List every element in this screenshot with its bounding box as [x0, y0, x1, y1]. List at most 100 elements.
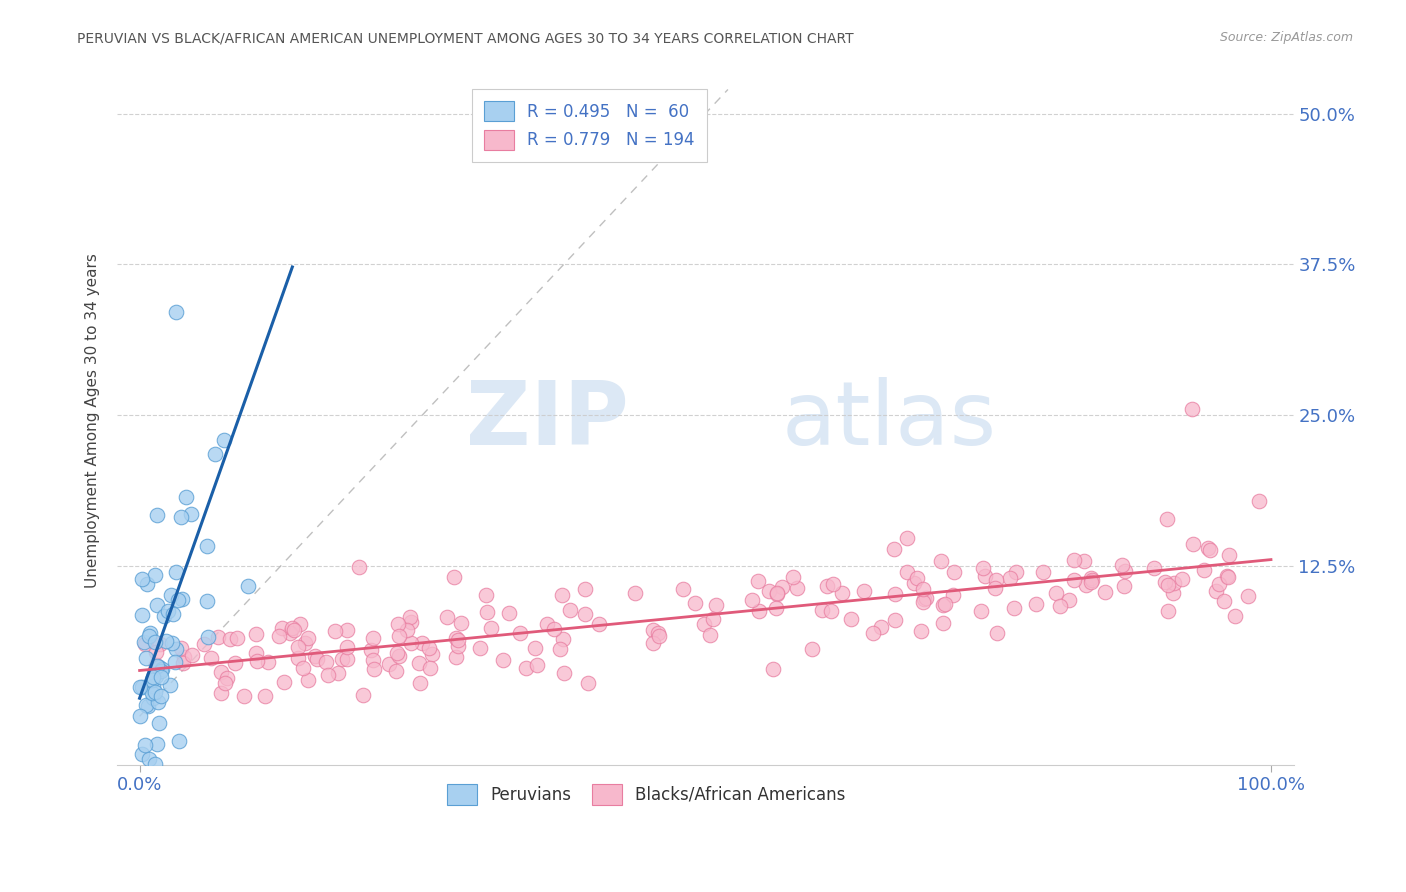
Point [132, 634, 155, 648]
Point [1216, 569, 1239, 583]
Point [146, 508, 169, 522]
Point [588, 617, 610, 632]
Point [1163, 576, 1185, 591]
Point [543, 623, 565, 637]
Point [143, 685, 166, 699]
Point [903, 576, 925, 591]
Point [801, 641, 824, 656]
Text: atlas: atlas [782, 377, 997, 465]
Point [162, 607, 184, 621]
Point [173, 650, 195, 665]
Point [287, 650, 309, 665]
Point [335, 651, 357, 665]
Point [315, 655, 337, 669]
Point [138, 752, 160, 766]
Point [224, 656, 246, 670]
Point [914, 591, 936, 605]
Point [1157, 577, 1180, 591]
Point [273, 674, 295, 689]
Point [1192, 563, 1215, 577]
Point [378, 657, 401, 672]
Point [548, 641, 571, 656]
Point [408, 657, 430, 671]
Point [215, 671, 238, 685]
Point [165, 642, 187, 657]
Point [297, 631, 319, 645]
Point [226, 632, 249, 646]
Point [385, 646, 408, 660]
Point [553, 665, 575, 680]
Point [388, 629, 411, 643]
Point [160, 588, 183, 602]
Point [149, 664, 172, 678]
Point [986, 626, 1008, 640]
Point [283, 623, 305, 637]
Point [170, 641, 193, 656]
Point [288, 617, 311, 632]
Point [820, 604, 842, 618]
Point [648, 630, 671, 644]
Point [766, 586, 789, 600]
Point [167, 734, 190, 748]
Point [307, 651, 329, 665]
Point [149, 689, 172, 703]
Point [905, 572, 928, 586]
Point [1057, 592, 1080, 607]
Point [195, 594, 218, 608]
Point [772, 580, 794, 594]
Legend: Peruvians, Blacks/African Americans: Peruvians, Blacks/African Americans [437, 774, 855, 814]
Point [1074, 578, 1097, 592]
Point [148, 770, 170, 784]
Point [253, 689, 276, 703]
Point [972, 561, 994, 575]
Point [479, 621, 502, 635]
Point [256, 655, 278, 669]
Point [401, 636, 423, 650]
Point [1063, 553, 1085, 567]
Point [420, 647, 443, 661]
Point [492, 653, 515, 667]
Point [138, 629, 160, 643]
Point [146, 695, 169, 709]
Point [131, 747, 153, 761]
Point [245, 646, 267, 660]
Point [1156, 512, 1178, 526]
Point [245, 627, 267, 641]
Point [148, 660, 170, 674]
Point [166, 593, 188, 607]
Point [1237, 589, 1260, 603]
Point [1080, 571, 1102, 585]
Point [131, 680, 153, 694]
Point [551, 588, 574, 602]
Point [148, 715, 170, 730]
Point [1218, 549, 1240, 563]
Point [149, 638, 172, 652]
Point [291, 661, 314, 675]
Point [360, 643, 382, 657]
Point [815, 579, 838, 593]
Point [704, 598, 727, 612]
Point [214, 434, 236, 448]
Point [152, 608, 174, 623]
Point [165, 305, 187, 319]
Point [143, 663, 166, 677]
Point [498, 607, 520, 621]
Point [385, 665, 408, 679]
Point [399, 610, 422, 624]
Text: PERUVIAN VS BLACK/AFRICAN AMERICAN UNEMPLOYMENT AMONG AGES 30 TO 34 YEARS CORREL: PERUVIAN VS BLACK/AFRICAN AMERICAN UNEMP… [77, 31, 853, 45]
Point [143, 635, 166, 649]
Point [278, 625, 301, 640]
Point [1181, 401, 1204, 416]
Point [748, 605, 770, 619]
Point [160, 636, 183, 650]
Point [180, 507, 202, 521]
Point [932, 598, 955, 612]
Point [1153, 575, 1175, 590]
Point [145, 645, 167, 659]
Point [146, 598, 169, 612]
Point [443, 570, 465, 584]
Point [896, 531, 918, 545]
Point [150, 662, 173, 676]
Point [143, 756, 166, 771]
Point [159, 678, 181, 692]
